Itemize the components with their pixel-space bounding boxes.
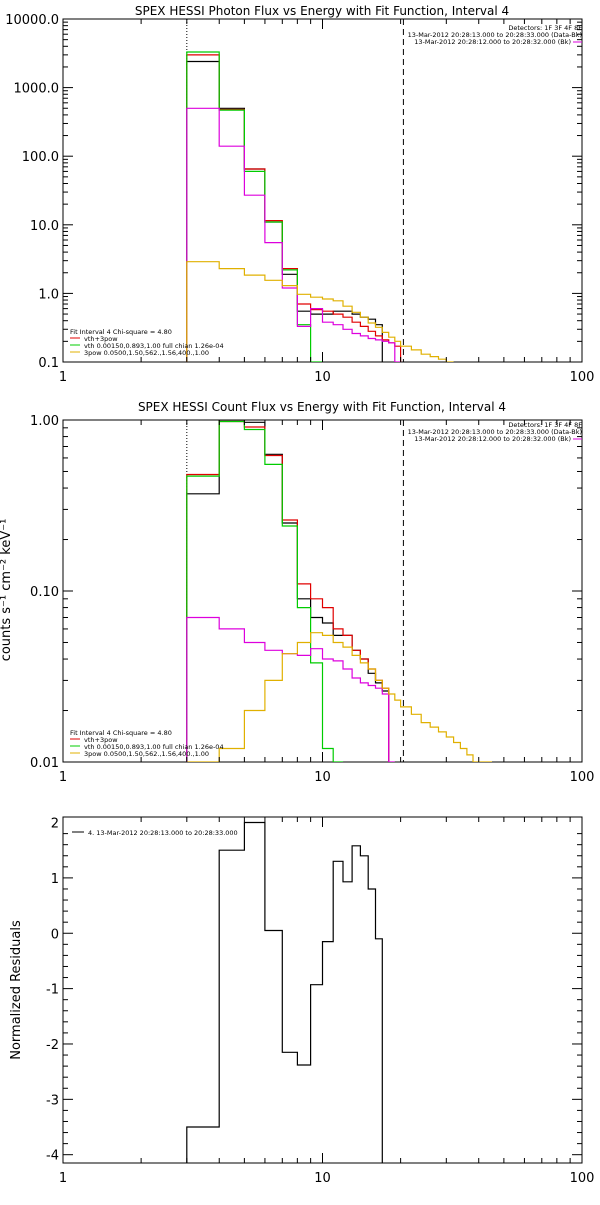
photon-y-tick-label: 0.1 <box>38 356 59 371</box>
photon-series-4 <box>186 261 454 362</box>
photon-y-tick-label: 10.0 <box>30 219 59 234</box>
residuals-x-tick-label: 10 <box>314 1171 331 1186</box>
photon-flux-info-box: Detectors: 1F 3F 4F 8F 13-Mar-2012 20:28… <box>408 24 583 46</box>
photon-flux-x-ticks: 1 10 100 <box>59 19 595 385</box>
photon-flux-fit-legend: Fit Interval 4 Chi-square = 4.80 vth+3po… <box>70 328 224 357</box>
residuals-y-axis-label: Normalized Residuals <box>9 920 24 1060</box>
photon-x-tick-label: 1 <box>59 370 67 385</box>
photon-data-interval-label: 13-Mar-2012 20:28:13.000 to 20:28:33.000… <box>408 31 582 39</box>
count-flux-x-ticks: 1 10 100 <box>59 420 595 785</box>
photon-bk-interval-label: 13-Mar-2012 20:28:12.000 to 20:28:32.000… <box>414 38 571 46</box>
photon-x-tick-label: 100 <box>570 370 595 385</box>
count-y-tick-label: 0.10 <box>30 585 59 600</box>
photon-fit-total-label: vth+3pow <box>84 335 118 343</box>
count-fit-total-label: vth+3pow <box>84 736 118 744</box>
residuals-y-tick-label: -1 <box>46 983 59 998</box>
residuals-y-ticks: -4 -3 -2 -1 0 1 2 <box>46 817 582 1164</box>
photon-y-tick-label: 10000.0 <box>5 13 59 28</box>
count-series-4 <box>186 632 492 762</box>
photon-series-3 <box>186 107 401 362</box>
photon-detectors-label: Detectors: 1F 3F 4F 8F <box>508 24 582 32</box>
photon-fit-chisq-label: Fit Interval 4 Chi-square = 4.80 <box>70 328 172 336</box>
photon-fit-3pow-label: 3pow 0.0500,1.50,562.,1.56,400.,1.00 <box>84 349 209 357</box>
photon-flux-y-ticks: 0.1 1.0 10.0 100.0 1000.0 10000.0 <box>5 13 582 371</box>
count-bk-interval-label: 13-Mar-2012 20:28:12.000 to 20:28:32.000… <box>414 435 571 443</box>
count-flux-y-ticks: 0.01 0.10 1.00 <box>30 414 582 771</box>
photon-x-tick-label: 10 <box>314 370 331 385</box>
count-flux-panel: SPEX HESSI Count Flux vs Energy with Fit… <box>0 400 594 785</box>
residuals-legend-label: 4. 13-Mar-2012 20:28:13.000 to 20:28:33.… <box>88 829 238 837</box>
count-flux-title: SPEX HESSI Count Flux vs Energy with Fit… <box>138 400 506 414</box>
count-flux-info-box: Detectors: 1F 3F 4F 8F 13-Mar-2012 20:28… <box>408 421 583 443</box>
residuals-legend: 4. 13-Mar-2012 20:28:13.000 to 20:28:33.… <box>72 829 238 837</box>
residuals-series-0 <box>186 821 383 1163</box>
count-x-tick-label: 100 <box>570 770 595 785</box>
photon-flux-title: SPEX HESSI Photon Flux vs Energy with Fi… <box>135 4 509 18</box>
count-x-tick-label: 10 <box>314 770 331 785</box>
photon-y-tick-label: 1000.0 <box>14 82 60 97</box>
count-detectors-label: Detectors: 1F 3F 4F 8F <box>508 421 582 429</box>
residuals-x-tick-label: 1 <box>59 1171 67 1186</box>
photon-y-tick-label: 1.0 <box>38 287 59 302</box>
photon-series-1 <box>186 54 402 362</box>
residuals-y-tick-label: -2 <box>46 1038 59 1053</box>
count-fit-chisq-label: Fit Interval 4 Chi-square = 4.80 <box>70 729 172 737</box>
photon-fit-vth-label: vth 0.00150,0.893,1.00 full chian 1.26e-… <box>84 342 224 350</box>
count-data-interval-label: 13-Mar-2012 20:28:13.000 to 20:28:33.000… <box>408 428 582 436</box>
residuals-y-tick-label: 1 <box>51 872 59 887</box>
count-y-tick-label: 1.00 <box>30 414 59 429</box>
residuals-y-tick-label: 0 <box>51 927 59 942</box>
count-series-3 <box>186 616 395 762</box>
count-flux-y-axis-label: counts s⁻¹ cm⁻² keV⁻¹ <box>0 519 14 662</box>
residuals-y-tick-label: 2 <box>51 817 59 832</box>
residuals-y-tick-label: -4 <box>46 1149 59 1164</box>
count-x-tick-label: 1 <box>59 770 67 785</box>
residuals-y-tick-label: -3 <box>46 1093 59 1108</box>
count-y-tick-label: 0.01 <box>30 756 59 771</box>
photon-flux-panel: SPEX HESSI Photon Flux vs Energy with Fi… <box>5 4 594 385</box>
count-fit-3pow-label: 3pow 0.0500,1.50,562.,1.56,400.,1.00 <box>84 750 209 758</box>
residuals-panel: Normalized Residuals 1 10 100 -4-3-2-1012 … <box>9 816 595 1186</box>
photon-y-tick-label: 100.0 <box>22 150 59 165</box>
residuals-x-ticks: 1 10 100 <box>59 817 595 1186</box>
count-fit-vth-label: vth 0.00150,0.893,1.00 full chian 1.26e-… <box>84 743 224 751</box>
count-flux-fit-legend: Fit Interval 4 Chi-square = 4.80 vth+3po… <box>70 729 224 758</box>
residuals-x-tick-label: 100 <box>570 1171 595 1186</box>
